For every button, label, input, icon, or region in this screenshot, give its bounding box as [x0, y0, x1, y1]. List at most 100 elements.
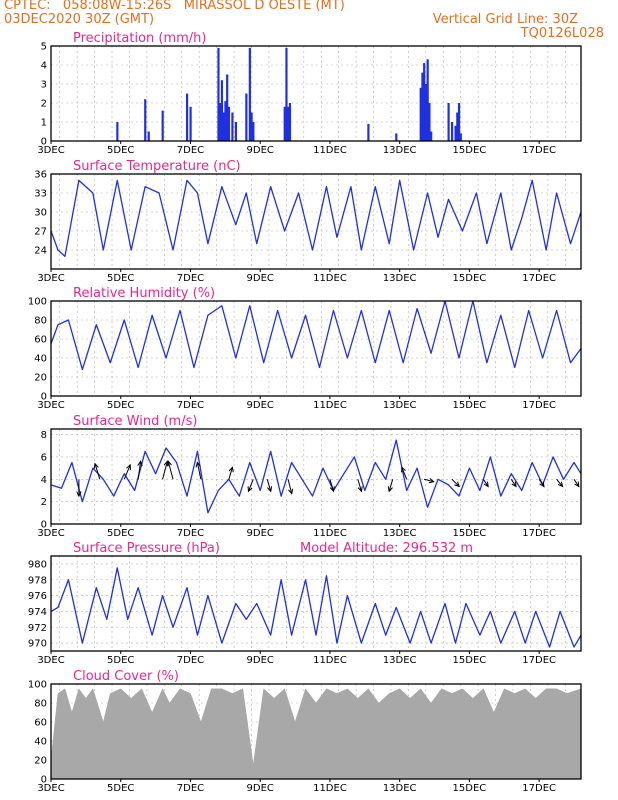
- pressure-ytick-label: 972: [28, 623, 47, 634]
- model-id: TQ0126L028: [520, 26, 604, 41]
- precipitation-bar: [189, 106, 192, 141]
- cloud-cover-ytick-label: 60: [34, 718, 47, 729]
- humidity-xtick-label: 5DEC: [107, 400, 134, 411]
- pressure-ytick-label: 976: [28, 591, 47, 602]
- temperature-xtick-label: 11DEC: [313, 273, 347, 284]
- humidity-xtick-label: 15DEC: [453, 400, 487, 411]
- precipitation-bar: [421, 72, 424, 141]
- precipitation-bar: [423, 63, 426, 141]
- cloud-cover-area: [50, 688, 582, 780]
- precipitation-bar: [220, 80, 224, 141]
- wind-arrow: [247, 479, 254, 492]
- pressure-xtick-label: 7DEC: [177, 655, 204, 666]
- wind-arrow-head: [76, 491, 82, 498]
- wind-arrow: [538, 479, 545, 487]
- precipitation-xtick-label: 9DEC: [247, 145, 274, 156]
- pressure-ytick-label: 978: [28, 575, 47, 586]
- wind-ytick-label: 6: [41, 452, 47, 463]
- precipitation-bar: [224, 101, 227, 141]
- precipitation-bar: [457, 103, 461, 141]
- wind-xtick-label: 9DEC: [247, 528, 274, 539]
- precipitation-bar: [426, 59, 429, 141]
- precipitation-bar: [231, 112, 234, 141]
- temperature-xtick-label: 3DEC: [37, 273, 64, 284]
- precipitation-bar: [283, 106, 286, 141]
- precipitation-bar: [459, 133, 462, 141]
- humidity-xtick-label: 13DEC: [383, 400, 417, 411]
- precipitation-bar: [287, 106, 290, 141]
- precipitation-bar: [285, 47, 288, 141]
- temperature-ytick-label: 36: [34, 170, 47, 181]
- precipitation-xtick-label: 17DEC: [522, 145, 556, 156]
- temperature-ytick-label: 30: [34, 208, 47, 219]
- wind-xtick-label: 15DEC: [453, 528, 487, 539]
- wind-arrow: [556, 478, 563, 487]
- precipitation-xtick-label: 11DEC: [313, 145, 347, 156]
- precipitation-ytick-label: 3: [41, 80, 47, 91]
- precipitation-bar: [428, 103, 431, 141]
- precipitation-ytick-label: 5: [41, 42, 47, 53]
- station-header: CPTEC: 058:08W-15:26S MIRASSOL D OESTE (…: [4, 0, 345, 13]
- precipitation-bar: [367, 123, 370, 141]
- precipitation-bar: [245, 93, 248, 141]
- wind-arrow: [573, 479, 580, 487]
- humidity-frame: [50, 300, 582, 397]
- wind-arrow-head: [228, 466, 234, 473]
- temperature-xtick-label: 13DEC: [383, 273, 417, 284]
- wind-ytick-label: 0: [41, 520, 47, 531]
- precipitation-bar: [219, 103, 222, 141]
- precipitation-bar: [450, 122, 454, 141]
- wind-arrow: [123, 464, 131, 480]
- temperature-frame: [50, 173, 582, 270]
- humidity-ytick-label: 20: [34, 373, 47, 384]
- precipitation-bar: [288, 103, 292, 141]
- pressure-xtick-label: 3DEC: [37, 655, 64, 666]
- wind-xtick-label: 3DEC: [37, 528, 64, 539]
- precipitation-xtick-label: 13DEC: [383, 145, 417, 156]
- temperature-ytick-label: 33: [34, 189, 47, 200]
- wind-arrow-head: [401, 466, 406, 473]
- wind-xtick-label: 13DEC: [383, 528, 417, 539]
- humidity-ytick-label: 40: [34, 354, 47, 365]
- wind-arrow-head: [267, 486, 273, 493]
- grid-line-note: Vertical Grid Line: 30Z: [432, 12, 578, 27]
- wind-arrow: [196, 462, 202, 480]
- wind-arrow: [482, 479, 489, 487]
- wind-ytick-label: 8: [41, 430, 47, 441]
- humidity-xtick-label: 3DEC: [37, 400, 64, 411]
- precipitation-bar: [424, 84, 428, 141]
- temperature-series-line: [50, 179, 582, 257]
- precipitation-bar: [250, 112, 253, 141]
- temperature-xtick-label: 15DEC: [453, 273, 487, 284]
- wind-arrow: [510, 479, 517, 487]
- wind-arrow: [287, 479, 293, 494]
- temperature-title: Surface Temperature (nC): [73, 159, 241, 174]
- humidity-xtick-label: 11DEC: [313, 400, 347, 411]
- wind-arrow: [329, 479, 335, 492]
- precipitation-bar: [116, 122, 119, 141]
- wind-arrow: [451, 478, 460, 487]
- cloud-cover-title: Cloud Cover (%): [73, 669, 179, 684]
- wind-arrow-head: [288, 488, 294, 495]
- wind-xtick-label: 7DEC: [177, 528, 204, 539]
- wind-arrow-head: [428, 478, 435, 484]
- precipitation-bar: [454, 125, 457, 141]
- cloud-cover-ytick-label: 40: [34, 737, 47, 748]
- precipitation-bar: [252, 122, 255, 141]
- wind-arrow: [423, 478, 434, 483]
- pressure-ytick-label: 974: [28, 607, 47, 618]
- pressure-xtick-label: 15DEC: [453, 655, 487, 666]
- wind-arrow-head: [454, 481, 460, 488]
- wind-xtick-label: 17DEC: [522, 528, 556, 539]
- cloud-cover-xtick-label: 3DEC: [37, 783, 64, 794]
- precipitation-bar: [395, 133, 398, 141]
- wind-frame: [50, 428, 582, 525]
- precipitation-ytick-label: 4: [41, 61, 47, 72]
- wind-arrow-head: [557, 481, 564, 488]
- wind-arrow-head: [93, 462, 99, 469]
- wind-arrow: [162, 461, 168, 480]
- humidity-ytick-label: 80: [34, 316, 47, 327]
- pressure-series-line: [50, 567, 582, 648]
- temperature-xtick-label: 7DEC: [177, 273, 204, 284]
